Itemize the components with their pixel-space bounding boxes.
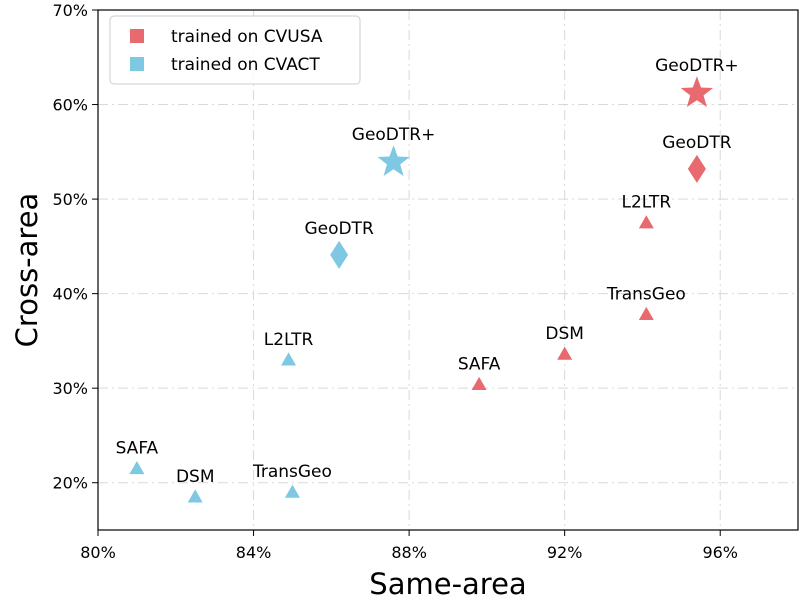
y-axis-title: Cross-area: [10, 193, 44, 348]
point-label: GeoDTR+: [655, 56, 739, 76]
triangle-marker: [638, 306, 654, 321]
legend-entry-label: trained on CVUSA: [171, 27, 323, 47]
grid-lines: [97, 9, 798, 530]
x-tick-label: 84%: [236, 543, 272, 562]
triangle-marker: [471, 376, 487, 391]
triangle-marker: [638, 215, 654, 229]
point-label: DSM: [545, 324, 584, 344]
point-label: L2LTR: [622, 193, 672, 213]
point-label: GeoDTR: [662, 133, 732, 153]
point-label: TransGeo: [606, 284, 686, 304]
star-marker: [680, 76, 714, 107]
x-tick-label: 88%: [391, 543, 427, 562]
data-points: SAFA DSM TransGeo L2LTR GeoDTR GeoDTR+ SAFA DSM…: [116, 56, 739, 503]
y-tick-label: 50%: [52, 190, 88, 209]
diamond-marker: [687, 154, 706, 183]
triangle-marker: [187, 489, 203, 503]
axis-ticks: 80% 84% 88% 92% 96% 20% 30% 40% 50% 60% 70%: [52, 1, 738, 562]
legend-swatch: [130, 29, 144, 43]
y-tick-label: 30%: [52, 379, 88, 398]
triangle-marker: [129, 461, 145, 475]
plot-frame: [97, 9, 799, 531]
y-tick-label: 40%: [52, 285, 88, 304]
point-label: SAFA: [116, 439, 159, 459]
y-tick-label: 20%: [52, 474, 88, 493]
triangle-marker: [281, 352, 297, 366]
point-label: DSM: [176, 467, 215, 487]
triangle-marker: [557, 346, 573, 360]
x-axis-title: Same-area: [369, 567, 526, 601]
y-tick-label: 70%: [52, 1, 88, 20]
x-tick-label: 96%: [702, 543, 738, 562]
star-marker: [377, 145, 410, 176]
legend-swatch: [130, 57, 144, 71]
legend-entry-label: trained on CVACT: [171, 55, 320, 75]
point-label: TransGeo: [252, 462, 332, 482]
point-label: L2LTR: [264, 330, 314, 350]
triangle-marker: [284, 484, 300, 498]
legend-box: [109, 15, 361, 85]
point-label: SAFA: [458, 354, 501, 374]
y-tick-label: 60%: [52, 96, 88, 115]
x-tick-label: 80%: [80, 543, 116, 562]
point-label: GeoDTR+: [352, 125, 436, 145]
legend: trained on CVUSA trained on CVACT: [109, 15, 361, 85]
point-label: GeoDTR: [304, 219, 374, 239]
x-tick-label: 92%: [547, 543, 583, 562]
diamond-marker: [330, 240, 349, 269]
